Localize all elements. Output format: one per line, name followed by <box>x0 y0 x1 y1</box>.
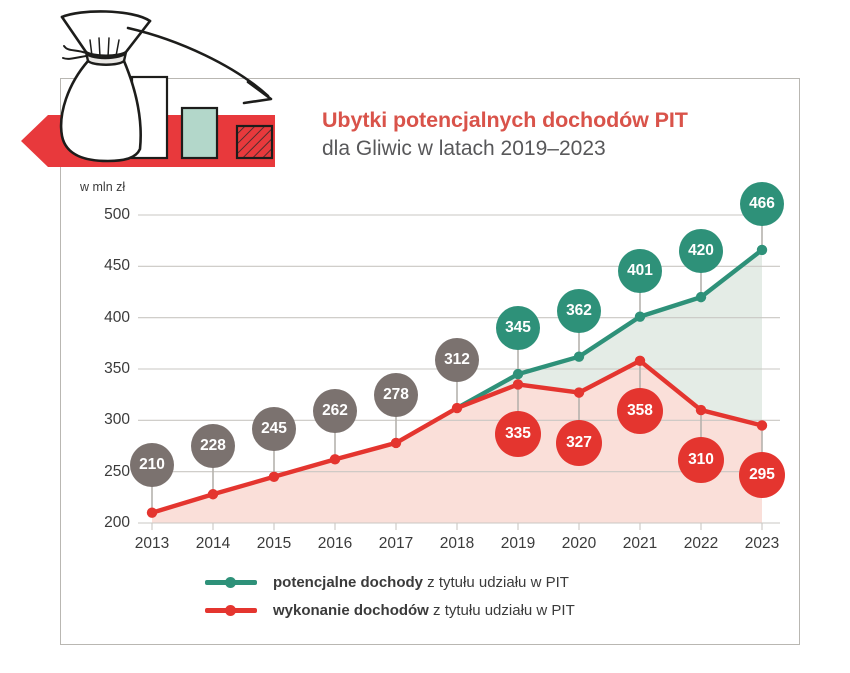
x-axis-tick-label: 2018 <box>439 535 475 552</box>
data-label-bubble-gray-2014: 228 <box>191 424 235 469</box>
data-point-potencjalne[interactable] <box>512 368 524 380</box>
data-label-bubble-red-2019: 335 <box>495 411 541 458</box>
x-axis-tick-label: 2019 <box>500 535 536 552</box>
money-bag-tie <box>84 50 128 66</box>
x-axis-tick-label: 2020 <box>561 535 597 552</box>
data-label-bubble-green-2020: 362 <box>557 288 601 333</box>
legend-label-potencjalne-rest: z tytułu udziału w PIT <box>423 573 569 591</box>
data-point-wykonanie[interactable] <box>451 402 463 414</box>
line-marker-red-icon <box>205 601 257 619</box>
data-label-bubble-red-2022: 310 <box>678 437 724 484</box>
line-marker-green-icon <box>205 573 257 591</box>
x-axis-tick-label: 2022 <box>683 535 719 552</box>
y-axis-tick-label: 400 <box>104 308 130 326</box>
data-label-bubble-green-2019: 345 <box>496 306 540 351</box>
legend-item-potencjalne[interactable]: potencjalne dochody z tytułu udziału w P… <box>205 568 725 596</box>
data-point-wykonanie[interactable] <box>207 489 219 500</box>
data-label-bubble-gray-2013: 210 <box>130 442 174 487</box>
y-axis-tick-label: 350 <box>104 360 130 377</box>
x-axis-tick-label: 2021 <box>622 535 658 552</box>
x-axis-tick-label: 2017 <box>378 535 414 552</box>
red-area-fill <box>152 360 762 523</box>
data-point-potencjalne[interactable] <box>573 351 585 362</box>
data-label-bubble-red-2023: 295 <box>739 452 785 499</box>
data-point-wykonanie[interactable] <box>695 404 707 416</box>
data-label-bubble-gray-2017: 278 <box>374 372 418 417</box>
y-axis-unit-label: w mln zł <box>80 180 126 194</box>
y-axis-tick-label: 200 <box>104 514 130 531</box>
money-bag-string <box>62 45 87 60</box>
y-axis-tick-label: 300 <box>104 411 130 429</box>
data-label-bubble-red-2021: 358 <box>617 387 663 434</box>
money-bag-body <box>59 59 142 163</box>
data-point-wykonanie[interactable] <box>512 379 524 390</box>
x-axis-tick-label: 2015 <box>256 535 292 552</box>
x-axis-tick-label: 2016 <box>317 535 353 552</box>
green-bar <box>180 106 219 160</box>
y-axis-tick-label: 500 <box>104 206 130 223</box>
money-bag-creases <box>89 37 120 58</box>
data-point-wykonanie[interactable] <box>329 454 341 465</box>
legend-label-potencjalne: potencjalne dochody z tytułu udziału w P… <box>273 574 569 591</box>
legend-label-wykonanie-bold: wykonanie dochodów <box>273 601 429 619</box>
data-point-wykonanie[interactable] <box>756 420 768 431</box>
curved-down-arrow <box>126 26 270 98</box>
data-point-wykonanie[interactable] <box>390 437 402 449</box>
data-point-potencjalne[interactable] <box>695 291 707 303</box>
chart-legend: potencjalne dochody z tytułu udziału w P… <box>205 568 725 624</box>
data-label-bubble-gray-2018: 312 <box>435 338 479 382</box>
x-axis-tick-label: 2023 <box>744 535 780 552</box>
x-axis-tick-label: 2014 <box>195 535 231 552</box>
y-axis-tick-label: 450 <box>104 257 130 275</box>
legend-item-wykonanie[interactable]: wykonanie dochodów z tytułu udziału w PI… <box>205 596 725 624</box>
legend-label-potencjalne-bold: potencjalne dochody <box>273 573 424 591</box>
data-point-wykonanie[interactable] <box>634 355 646 366</box>
data-label-bubble-green-2022: 420 <box>679 229 723 274</box>
title-block: Ubytki potencjalnych dochodów PIT dla Gl… <box>322 108 752 161</box>
data-label-bubble-green-2021: 401 <box>618 248 662 293</box>
data-point-potencjalne[interactable] <box>634 311 646 322</box>
y-axis-tick-label: 250 <box>104 462 130 480</box>
page-subtitle: dla Gliwic w latach 2019–2023 <box>322 136 606 160</box>
legend-label-wykonanie: wykonanie dochodów z tytułu udziału w PI… <box>273 602 575 619</box>
illustration-svg <box>21 10 275 167</box>
data-label-bubble-red-2020: 327 <box>556 419 602 466</box>
data-point-wykonanie[interactable] <box>573 387 585 398</box>
series-line-potencjalne <box>454 247 765 411</box>
illustration-money-bag <box>20 4 340 184</box>
data-point-potencjalne[interactable] <box>756 244 768 256</box>
money-bag-top-rim <box>60 10 152 23</box>
data-label-bubble-gray-2016: 262 <box>313 389 357 434</box>
data-label-bubble-green-2023: 466 <box>740 181 784 226</box>
curved-down-arrow-head <box>242 80 273 105</box>
x-axis-tick-label: 2013 <box>134 535 170 552</box>
data-point-wykonanie[interactable] <box>146 507 158 518</box>
hatched-bar <box>235 124 274 160</box>
page-title: Ubytki potencjalnych dochodów PIT <box>322 108 688 132</box>
data-point-wykonanie[interactable] <box>268 471 280 482</box>
legend-label-wykonanie-rest: z tytułu udziału w PIT <box>428 601 575 619</box>
data-label-bubble-gray-2015: 245 <box>252 406 296 451</box>
